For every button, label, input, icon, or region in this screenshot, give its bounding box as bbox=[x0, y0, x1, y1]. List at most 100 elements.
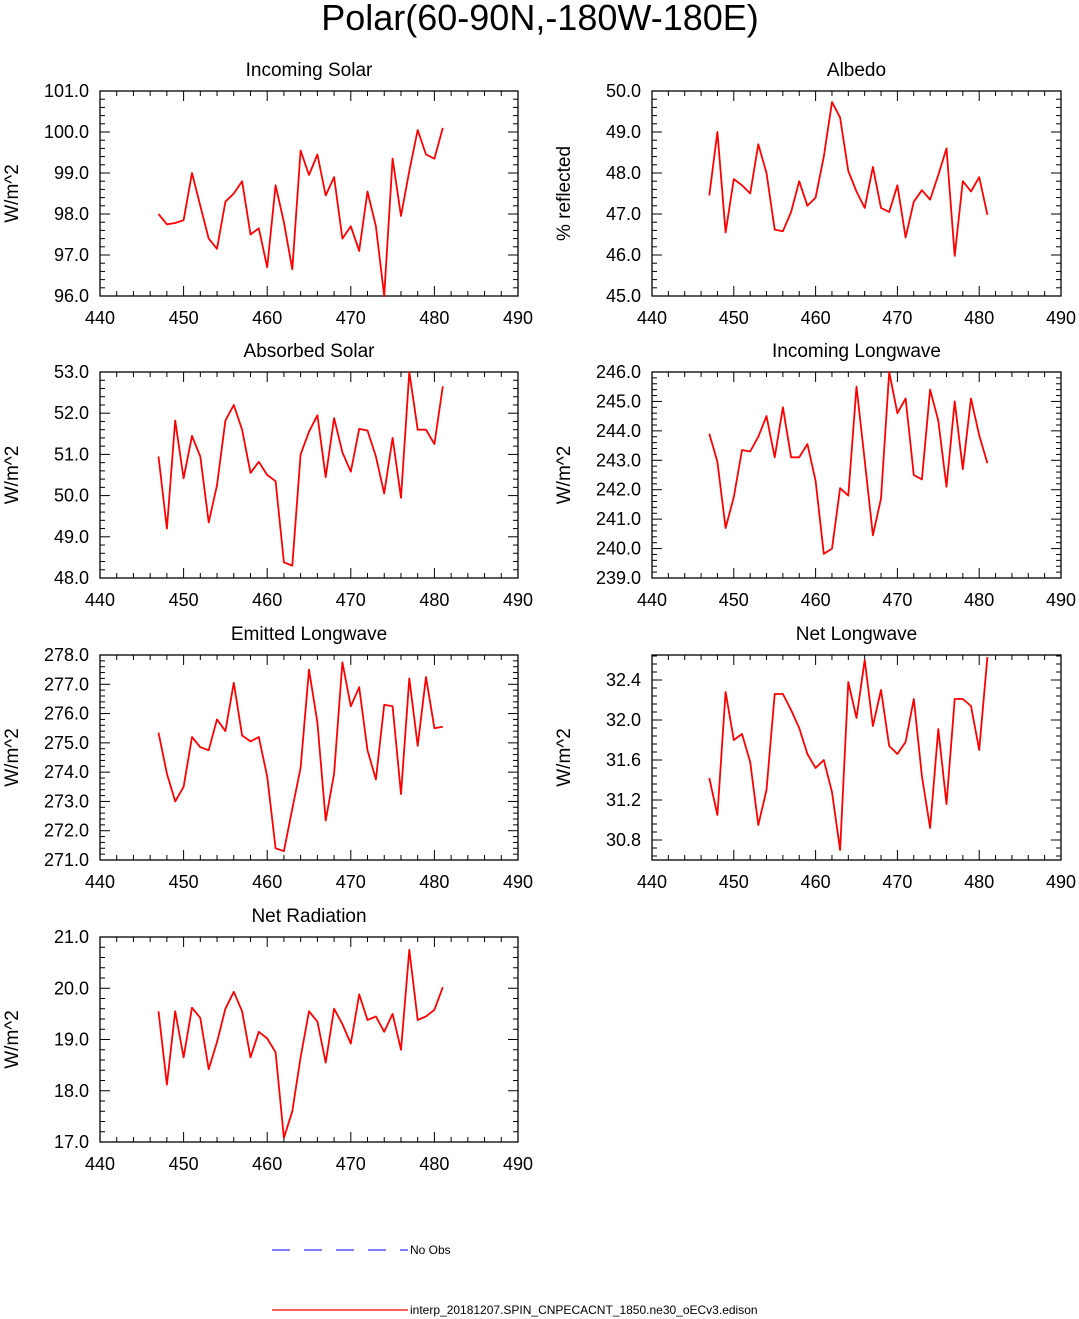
y-tick-label: 49.0 bbox=[54, 527, 89, 547]
x-tick-label: 450 bbox=[169, 872, 199, 892]
y-tick-label: 97.0 bbox=[54, 245, 89, 265]
y-tick-label: 271.0 bbox=[44, 850, 89, 870]
y-axis-label: W/m^2 bbox=[2, 446, 23, 505]
x-tick-label: 450 bbox=[719, 590, 749, 610]
x-tick-label: 450 bbox=[719, 872, 749, 892]
x-tick-label: 490 bbox=[1046, 308, 1076, 328]
y-tick-label: 244.0 bbox=[596, 421, 641, 441]
panel-emitted-longwave: Emitted Longwave 440 450 460 470 480 490 271.0 2… bbox=[2, 624, 533, 892]
plot-frame bbox=[99, 936, 519, 1143]
y-tick-label: 17.0 bbox=[54, 1132, 89, 1152]
x-tick-label: 480 bbox=[419, 590, 449, 610]
x-tick-label: 440 bbox=[85, 872, 115, 892]
y-tick-label: 32.0 bbox=[606, 710, 641, 730]
y-tick-label: 19.0 bbox=[54, 1030, 89, 1050]
series-line bbox=[157, 661, 443, 853]
y-axis-label: W/m^2 bbox=[2, 164, 23, 223]
y-tick-label: 51.0 bbox=[54, 444, 89, 464]
x-tick-label: 480 bbox=[964, 308, 994, 328]
x-tick-label: 490 bbox=[503, 872, 533, 892]
series-line bbox=[708, 101, 989, 257]
y-tick-label: 32.4 bbox=[606, 670, 641, 690]
y-tick-label: 99.0 bbox=[54, 163, 89, 183]
panel-title: Net Longwave bbox=[796, 624, 917, 645]
y-tick-label: 96.0 bbox=[54, 286, 89, 306]
x-tick-label: 460 bbox=[252, 590, 282, 610]
plot-frame bbox=[651, 371, 1062, 579]
plot-frame bbox=[99, 654, 519, 861]
y-tick-label: 50.0 bbox=[606, 81, 641, 101]
legend-entry: interp_20181207.SPIN_CNPECACNT_1850.ne30… bbox=[272, 1303, 758, 1317]
x-tick-label: 470 bbox=[882, 590, 912, 610]
legend-entry: No Obs bbox=[272, 1243, 451, 1257]
x-tick-label: 470 bbox=[336, 872, 366, 892]
panel-title: Emitted Longwave bbox=[231, 624, 387, 645]
panel-title: Incoming Solar bbox=[246, 60, 373, 81]
x-tick-label: 490 bbox=[503, 308, 533, 328]
y-tick-label: 31.6 bbox=[606, 750, 641, 770]
panel-title: Albedo bbox=[827, 60, 886, 81]
x-tick-label: 460 bbox=[801, 308, 831, 328]
y-tick-label: 239.0 bbox=[596, 568, 641, 588]
x-tick-label: 480 bbox=[419, 308, 449, 328]
x-tick-label: 460 bbox=[252, 1154, 282, 1174]
series-line bbox=[157, 948, 444, 1139]
series-line bbox=[157, 371, 444, 567]
y-tick-label: 53.0 bbox=[54, 362, 89, 382]
chart-panels: Incoming Solar 440 450 460 470 480 490 96.0 97.0… bbox=[2, 60, 1076, 1174]
y-tick-label: 246.0 bbox=[596, 362, 641, 382]
y-tick-label: 242.0 bbox=[596, 480, 641, 500]
panel-title: Incoming Longwave bbox=[772, 341, 941, 362]
panel-net-longwave: Net Longwave 440 450 460 470 480 490 30.8 31.2 31… bbox=[554, 624, 1076, 892]
plot-frame bbox=[651, 654, 1062, 861]
y-tick-label: 48.0 bbox=[606, 163, 641, 183]
y-tick-label: 274.0 bbox=[44, 762, 89, 782]
y-tick-label: 48.0 bbox=[54, 568, 89, 588]
y-tick-label: 30.8 bbox=[606, 830, 641, 850]
legend-label: No Obs bbox=[410, 1243, 451, 1257]
series-line bbox=[708, 371, 989, 555]
y-axis-label: W/m^2 bbox=[554, 728, 575, 787]
y-tick-label: 21.0 bbox=[54, 927, 89, 947]
y-tick-label: 245.0 bbox=[596, 391, 641, 411]
x-tick-label: 450 bbox=[169, 1154, 199, 1174]
x-tick-label: 460 bbox=[801, 590, 831, 610]
x-tick-label: 480 bbox=[419, 1154, 449, 1174]
y-tick-label: 277.0 bbox=[44, 674, 89, 694]
panel-absorbed-solar: Absorbed Solar 440 450 460 470 480 490 48.0 49.0… bbox=[2, 341, 533, 610]
y-axis-label: W/m^2 bbox=[2, 728, 23, 787]
x-tick-label: 440 bbox=[85, 590, 115, 610]
legend-label: interp_20181207.SPIN_CNPECACNT_1850.ne30… bbox=[410, 1303, 758, 1317]
x-tick-label: 460 bbox=[252, 308, 282, 328]
panel-net-radiation: Net Radiation 440 450 460 470 480 490 17.0 18.0 1… bbox=[2, 906, 533, 1174]
panel-title: Absorbed Solar bbox=[244, 341, 376, 362]
x-tick-label: 440 bbox=[637, 590, 667, 610]
x-tick-label: 450 bbox=[719, 308, 749, 328]
x-tick-label: 470 bbox=[336, 590, 366, 610]
y-tick-label: 52.0 bbox=[54, 403, 89, 423]
y-tick-label: 50.0 bbox=[54, 486, 89, 506]
y-tick-label: 272.0 bbox=[44, 821, 89, 841]
x-tick-label: 450 bbox=[169, 308, 199, 328]
y-tick-label: 275.0 bbox=[44, 733, 89, 753]
x-tick-label: 470 bbox=[336, 308, 366, 328]
y-axis-label: W/m^2 bbox=[2, 1010, 23, 1069]
y-tick-label: 276.0 bbox=[44, 704, 89, 724]
y-tick-label: 273.0 bbox=[44, 791, 89, 811]
panel-incoming-solar: Incoming Solar 440 450 460 470 480 490 96.0 97.0… bbox=[2, 60, 533, 328]
x-tick-label: 470 bbox=[882, 872, 912, 892]
x-tick-label: 480 bbox=[964, 590, 994, 610]
x-tick-label: 490 bbox=[1046, 872, 1076, 892]
y-axis-label: % reflected bbox=[554, 146, 575, 241]
x-tick-label: 490 bbox=[503, 1154, 533, 1174]
y-tick-label: 241.0 bbox=[596, 509, 641, 529]
plot-frame bbox=[651, 90, 1062, 297]
x-tick-label: 480 bbox=[419, 872, 449, 892]
y-tick-label: 278.0 bbox=[44, 645, 89, 665]
x-tick-label: 440 bbox=[637, 308, 667, 328]
panel-albedo: Albedo 440 450 460 470 480 490 45.0 46.0 47.0 48.0… bbox=[554, 60, 1076, 328]
y-tick-label: 45.0 bbox=[606, 286, 641, 306]
y-tick-label: 47.0 bbox=[606, 204, 641, 224]
x-tick-label: 460 bbox=[801, 872, 831, 892]
